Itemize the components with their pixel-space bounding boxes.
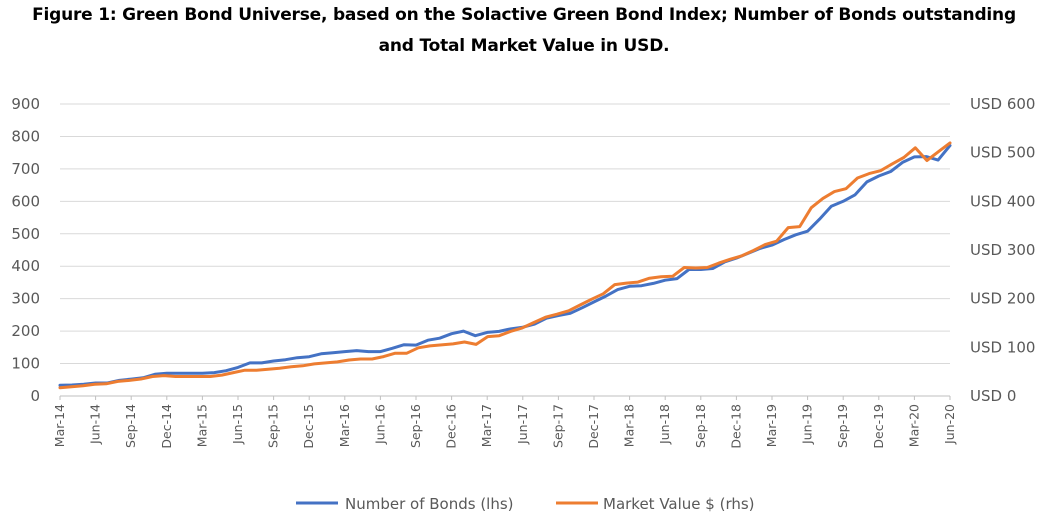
y-left-tick-label: 700 [11,160,40,178]
legend-label: Number of Bonds (lhs) [345,495,514,513]
chart-title-line1: Figure 1: Green Bond Universe, based on … [32,5,1016,25]
x-tick-label: Dec-15 [301,404,316,449]
x-tick-label: Mar-15 [194,404,209,447]
gridlines [60,103,950,397]
y-right-tick-label: USD 400 [970,192,1035,210]
x-tick-label: Mar-18 [622,404,637,447]
x-tick-label: Sep-19 [835,404,850,448]
y-left-tick-label: 800 [11,127,40,145]
x-tick-label: Jun-15 [230,404,245,445]
y-left-tick-label: 300 [11,290,40,308]
x-tick-label: Dec-14 [159,404,174,449]
y-right-tick-label: USD 0 [970,387,1016,405]
x-tick-label: Mar-19 [764,404,779,447]
x-tick-label: Jun-17 [515,404,530,445]
chart-title-line2: and Total Market Value in USD. [378,36,670,56]
x-tick-label: Jun-18 [657,404,672,445]
y-left-tick-label: 100 [11,355,40,373]
y-left-tick-label: 200 [11,322,40,340]
series-line-market-value [58,141,952,390]
x-tick-label: Mar-17 [479,404,494,447]
x-tick-label: Mar-14 [52,404,67,447]
x-tick-label: Sep-15 [266,404,281,448]
legend-label: Market Value $ (rhs) [603,495,755,513]
y-right-tick-label: USD 300 [970,241,1035,259]
y-left-tick-label: 400 [11,257,40,275]
series-line-number-of-bonds [58,144,952,387]
x-tick-label: Sep-18 [693,404,708,448]
y-right-tick-label: USD 100 [970,338,1035,356]
y-left-tick-label: 900 [11,95,40,113]
x-tick-label: Dec-16 [444,404,459,449]
x-tick-label: Jun-20 [942,404,957,445]
x-tick-label: Sep-14 [123,404,138,448]
x-tick-label: Mar-16 [337,404,352,447]
y-left-tick-label: 600 [11,192,40,210]
y-left-tick-label: 500 [11,225,40,243]
legend-item: Market Value $ (rhs) [556,495,755,513]
x-tick-label: Sep-16 [408,404,423,448]
legend-item: Number of Bonds (lhs) [296,495,514,513]
x-tick-label: Dec-19 [871,404,886,449]
y-right-tick-label: USD 600 [970,95,1035,113]
x-tick-label: Jun-16 [372,404,387,445]
x-tick-label: Jun-14 [88,404,103,445]
x-tick-label: Mar-20 [906,404,921,447]
y-right-tick-label: USD 200 [970,290,1035,308]
chart-title: Figure 1: Green Bond Universe, based on … [0,0,1048,62]
x-tick-label: Dec-17 [586,404,601,449]
y-left-tick-label: 0 [30,387,40,405]
x-tick-label: Dec-18 [728,404,743,449]
x-tick-label: Sep-17 [550,404,565,448]
y-right-tick-label: USD 500 [970,144,1035,162]
x-tick-label: Jun-19 [800,404,815,445]
